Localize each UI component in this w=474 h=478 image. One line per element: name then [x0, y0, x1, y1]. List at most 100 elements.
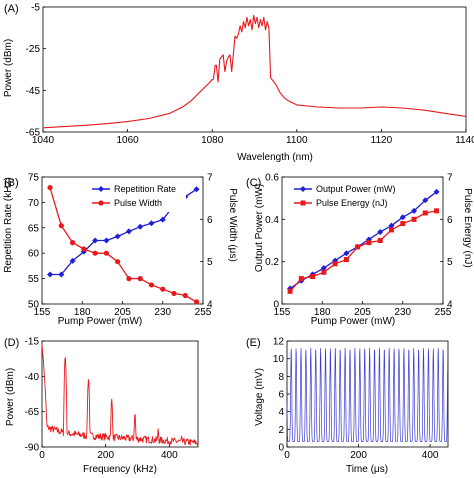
series-line-pulse-energy: [289, 210, 437, 292]
x-tick-label: 205: [354, 307, 371, 318]
data-point: [193, 186, 200, 193]
data-point: [332, 261, 338, 267]
data-point: [366, 240, 372, 246]
y-tick-label: -65: [26, 128, 41, 139]
plot-frame: [42, 6, 467, 133]
x-tick-label: 230: [154, 307, 171, 318]
data-point: [182, 292, 188, 299]
panel-e-plot: 0 200 400 0 2 4 6 8 10 12: [273, 337, 449, 461]
legend-marker: [98, 200, 104, 206]
legend-marker: [300, 186, 306, 192]
data-point: [400, 221, 406, 227]
panel-b-y2-label: Pulse Width (μs): [227, 188, 238, 262]
x-tick-label: 1120: [371, 135, 393, 146]
legend-box: [88, 182, 186, 212]
y-tick-label: -45: [26, 86, 41, 97]
data-point: [388, 222, 395, 229]
y-tick-label: 0: [273, 300, 279, 311]
y-tick-label: -90: [25, 443, 40, 454]
data-point: [377, 238, 383, 243]
panel-d-label: (D): [4, 337, 19, 349]
y-tick-label: 4: [278, 407, 284, 418]
x-tick-label: 1080: [201, 135, 224, 146]
data-point: [125, 228, 132, 235]
y2-tick-label: 7: [207, 173, 213, 184]
legend-label: Pulse Energy (nJ): [316, 198, 388, 208]
panel-c-x-label: Pump Power (mW): [311, 316, 395, 327]
y-tick-label: 6: [278, 390, 284, 401]
panel-c: (C) 155 180 205 230 255 0 0.2 0.4 0.6 4 5 6 7 Output …: [246, 173, 473, 328]
y2-tick-label: 5: [447, 257, 453, 268]
y-tick-label: 0.4: [265, 215, 279, 226]
data-point: [422, 197, 429, 204]
y-tick-label: 8: [278, 372, 284, 383]
y-tick-label: 0.6: [265, 173, 279, 184]
data-point: [159, 216, 166, 223]
y-tick-label: 65: [28, 223, 40, 234]
data-point: [137, 276, 143, 282]
y-tick-label: -15: [25, 337, 40, 348]
data-point: [388, 227, 394, 233]
panel-c-plot: 155 180 205 230 255 0 0.2 0.4 0.6 4 5 6 7 Output Powe…: [265, 173, 453, 319]
data-point: [377, 229, 384, 236]
y2-tick-label: 6: [447, 215, 453, 226]
panel-a-label: (A): [4, 3, 19, 15]
data-point: [399, 214, 406, 221]
y-tick-label: 2: [278, 425, 284, 436]
panel-b-label: (B): [4, 177, 19, 189]
legend-marker: [98, 186, 104, 192]
data-point: [148, 220, 155, 227]
y2-tick-label: 4: [207, 300, 213, 311]
y-tick-label: -25: [26, 44, 41, 55]
panel-b-y-label: Repetition Rate (kHz): [3, 177, 14, 273]
data-point: [103, 250, 109, 256]
x-tick-label: 1060: [116, 135, 139, 146]
data-point: [103, 237, 110, 244]
x-tick-label: 180: [314, 307, 331, 318]
data-point: [343, 250, 350, 257]
data-point: [58, 271, 65, 278]
spectrum-line: [42, 14, 467, 129]
panel-c-label: (C): [246, 177, 261, 189]
panel-c-y2-label: Pulse Energy (nJ): [462, 188, 473, 267]
y2-tick-label: 4: [447, 300, 453, 311]
data-point: [320, 265, 327, 272]
x-tick-label: 205: [114, 307, 131, 318]
panel-e: (E) 0 200 400 0 2 4 6 8 10 12 Time (μs) Voltage (…: [246, 337, 449, 475]
y-tick-label: 60: [28, 249, 40, 260]
data-point: [126, 276, 132, 282]
x-tick-label: 200: [97, 450, 114, 461]
panel-a-x-label: Wavelength (nm): [237, 152, 313, 163]
data-point: [434, 208, 440, 214]
data-point: [92, 250, 98, 256]
data-point: [92, 237, 99, 244]
x-tick-label: 180: [74, 307, 91, 318]
y-tick-label: 50: [28, 300, 40, 311]
x-tick-label: 400: [422, 450, 439, 461]
data-point: [115, 259, 121, 265]
data-point: [69, 257, 76, 264]
data-point: [298, 276, 304, 282]
data-point: [58, 223, 64, 229]
y-tick-label: 75: [28, 173, 40, 184]
x-tick-label: 200: [350, 450, 367, 461]
legend-box: [290, 182, 388, 212]
data-point: [69, 240, 76, 246]
data-point: [411, 216, 417, 222]
data-point: [47, 184, 53, 191]
data-point: [47, 271, 54, 278]
data-point: [137, 223, 144, 230]
y-tick-label: 0: [278, 443, 284, 454]
plot-frame: [41, 340, 199, 448]
y-tick-label: 70: [28, 198, 40, 209]
y-tick-label: -65: [25, 407, 40, 418]
x-tick-label: 1140: [455, 135, 474, 146]
x-tick-label: 230: [394, 307, 411, 318]
data-point: [193, 299, 200, 305]
legend-label: Repetition Rate: [114, 184, 176, 194]
data-point: [343, 257, 349, 263]
panel-b-x-label: Pump Power (mW): [58, 316, 142, 327]
x-tick-label: 0: [39, 450, 45, 461]
y2-tick-label: 5: [207, 257, 213, 268]
rf-spectrum-line: [41, 345, 199, 446]
